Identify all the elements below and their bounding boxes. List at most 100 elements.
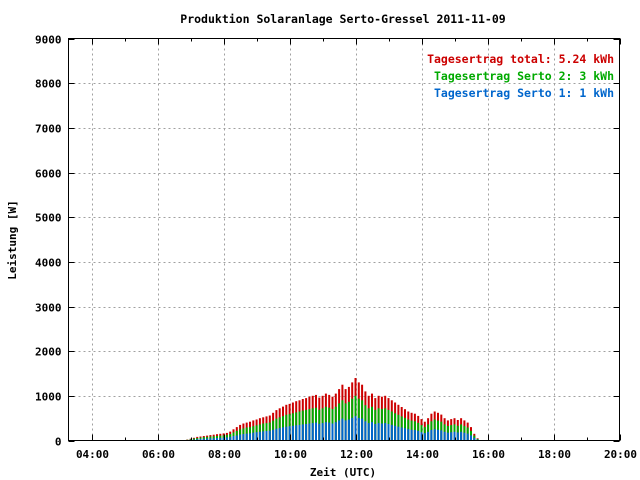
bar-serto-1: [443, 431, 446, 441]
bar-serto-1: [235, 435, 238, 441]
bar-serto-1: [397, 426, 400, 441]
x-tick-label: 12:00: [340, 448, 373, 461]
y-axis-label: Leistung [W]: [6, 200, 19, 279]
bar-serto-1: [450, 432, 453, 441]
y-tick-label: 5000: [35, 212, 62, 225]
bar-serto-1: [433, 429, 436, 441]
bar-series: [186, 378, 479, 441]
bar-serto-1: [209, 438, 212, 441]
legend: Tagesertrag total: 5.24 kWh Tagesertrag S…: [427, 52, 614, 100]
bar-serto-1: [321, 423, 324, 441]
y-tick-label: 3000: [35, 302, 62, 315]
bar-serto-1: [407, 429, 410, 441]
y-tick-label: 8000: [35, 78, 62, 91]
bar-serto-1: [404, 428, 406, 441]
bar-serto-1: [420, 432, 423, 441]
y-tick-label: 9000: [35, 34, 62, 47]
bar-serto-1: [288, 426, 291, 441]
y-tick-label: 4000: [35, 257, 62, 270]
bar-serto-1: [242, 434, 245, 441]
bar-serto-1: [354, 416, 357, 441]
bar-serto-1: [367, 423, 370, 441]
bar-serto-1: [311, 423, 314, 441]
bar-serto-1: [324, 422, 327, 441]
bar-serto-1: [380, 423, 383, 441]
bar-serto-1: [291, 425, 294, 441]
legend-entry: Tagesertrag Serto 2: 3 kWh: [434, 69, 614, 83]
bar-serto-1: [298, 424, 301, 441]
bar-serto-1: [413, 430, 416, 441]
bar-serto-1: [387, 424, 390, 441]
bar-serto-1: [453, 431, 456, 441]
bar-serto-1: [252, 432, 255, 441]
bar-serto-1: [216, 438, 218, 441]
bar-serto-1: [440, 430, 443, 441]
bar-serto-1: [305, 424, 308, 441]
bar-serto-1: [390, 424, 393, 441]
y-tick-label: 1000: [35, 391, 62, 404]
bar-serto-1: [232, 436, 235, 441]
bar-serto-1: [295, 425, 298, 441]
bar-serto-1: [202, 438, 205, 441]
bar-serto-1: [430, 430, 433, 441]
bar-serto-1: [275, 428, 278, 441]
y-tick-label: 6000: [35, 168, 62, 181]
bar-serto-1: [245, 433, 248, 441]
bar-serto-1: [318, 423, 321, 441]
bar-serto-1: [460, 431, 463, 441]
bar-serto-1: [423, 433, 426, 441]
bar-serto-1: [334, 422, 337, 441]
bar-serto-1: [361, 418, 364, 441]
bar-serto-1: [331, 423, 334, 441]
bar-serto-2: [192, 438, 195, 441]
bar-serto-1: [446, 432, 449, 441]
x-tick-label: 18:00: [538, 448, 571, 461]
bar-serto-1: [301, 424, 304, 441]
bar-serto-1: [437, 429, 439, 441]
bar-serto-1: [196, 439, 199, 441]
chart-title: Produktion Solaranlage Serto-Gressel 201…: [180, 12, 505, 26]
bar-serto-1: [427, 431, 430, 441]
bar-serto-1: [328, 422, 331, 441]
bar-serto-1: [258, 431, 261, 441]
bar-serto-1: [219, 437, 222, 441]
bar-serto-1: [239, 434, 242, 441]
bar-serto-1: [456, 432, 459, 441]
bar-serto-1: [225, 437, 228, 441]
bar-serto-1: [377, 423, 380, 441]
x-tick-label: 20:00: [604, 448, 637, 461]
bar-serto-1: [351, 417, 354, 441]
plot-frame: [68, 38, 620, 441]
bar-serto-1: [371, 422, 373, 441]
bar-serto-1: [278, 428, 281, 441]
legend-entry: Tagesertrag Serto 1: 1 kWh: [434, 86, 614, 100]
bar-serto-1: [374, 424, 377, 441]
bar-serto-1: [212, 438, 215, 441]
x-tick-label: 10:00: [274, 448, 307, 461]
y-tick-label: 7000: [35, 123, 62, 136]
bar-serto-1: [229, 436, 232, 441]
bar-serto-1: [357, 417, 360, 441]
bar-serto-1: [206, 438, 209, 441]
x-axis-tick-labels: 04:00 06:00 08:00 10:00 12:00 14:00 16:00 18:00…: [76, 448, 637, 461]
bar-serto-1: [338, 420, 341, 441]
bar-serto-1: [249, 433, 251, 441]
bar-serto-1: [364, 421, 367, 441]
bar-serto-1: [282, 427, 284, 441]
legend-entry: Tagesertrag total: 5.24 kWh: [427, 52, 614, 66]
bar-serto-1: [344, 420, 347, 441]
grid-lines: [68, 38, 620, 441]
bar-serto-1: [308, 423, 311, 441]
bar-serto-1: [272, 429, 275, 441]
x-tick-label: 04:00: [76, 448, 109, 461]
bar-serto-1: [222, 437, 225, 441]
x-tick-label: 06:00: [142, 448, 175, 461]
bar-serto-1: [463, 432, 466, 441]
bar-serto-1: [473, 437, 476, 441]
bar-serto-1: [199, 438, 202, 441]
y-tick-label: 0: [55, 436, 62, 449]
bar-serto-1: [410, 429, 413, 441]
bar-serto-1: [466, 433, 469, 441]
bar-serto-1: [255, 432, 258, 441]
